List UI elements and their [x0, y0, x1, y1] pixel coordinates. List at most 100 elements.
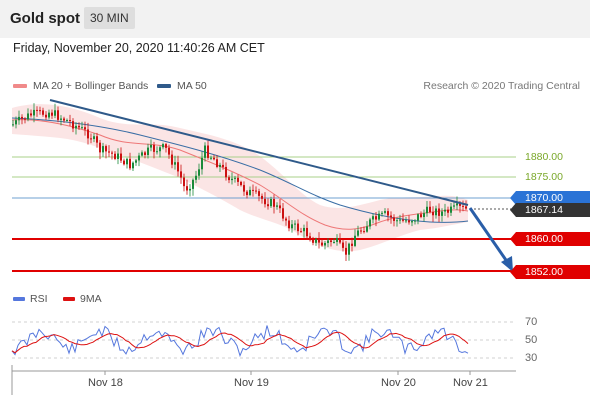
candle-body — [201, 157, 203, 170]
ma50-swatch — [157, 84, 171, 88]
candle-body — [42, 110, 44, 115]
tag-1852: 1852.00 — [510, 265, 590, 279]
candle-body — [312, 239, 314, 243]
candle-body — [90, 138, 92, 140]
candle-body — [189, 188, 191, 191]
candle-body — [246, 191, 248, 196]
candle-body — [384, 211, 386, 213]
candle-body — [258, 191, 260, 196]
candle-body — [366, 226, 368, 232]
candle-body — [54, 110, 56, 116]
candle-body — [12, 124, 14, 126]
candle-body — [408, 220, 410, 223]
tag-1860: 1860.00 — [510, 232, 590, 246]
candle-body — [348, 243, 350, 255]
candle-body — [273, 198, 275, 207]
candle-body — [69, 120, 71, 122]
candle-body — [207, 145, 209, 158]
candle-body — [387, 211, 389, 216]
trend-line — [49, 99, 469, 206]
candle-body — [414, 220, 416, 222]
candle-body — [465, 206, 467, 209]
x-label-nov19: Nov 19 — [234, 377, 269, 389]
candle-body — [291, 224, 293, 229]
ma20-swatch — [13, 84, 27, 88]
candle-body — [432, 212, 434, 216]
candle-body — [60, 118, 62, 120]
candle-body — [87, 129, 89, 139]
candle-body — [336, 238, 338, 242]
candle-body — [228, 177, 230, 181]
candle-body — [285, 218, 287, 221]
candle-body — [303, 227, 305, 232]
candle-body — [267, 204, 269, 207]
candle-body — [231, 178, 233, 181]
rsi-axis-30: 30 — [525, 352, 538, 364]
candle-body — [93, 136, 95, 139]
candle-body — [174, 162, 176, 165]
candle-body — [141, 152, 143, 156]
candle-body — [396, 220, 398, 222]
candle-body — [18, 116, 20, 121]
candle-body — [405, 220, 407, 222]
candle-body — [24, 118, 26, 120]
candle-body — [195, 175, 197, 180]
candle-body — [129, 158, 131, 169]
candle-body — [330, 240, 332, 243]
candle-body — [135, 160, 137, 163]
9ma-swatch — [63, 297, 75, 301]
candle-body — [162, 144, 164, 148]
candle-body — [288, 220, 290, 229]
candle-body — [159, 147, 161, 152]
candle-body — [261, 195, 263, 199]
candle-body — [459, 203, 461, 206]
candle-body — [282, 208, 284, 219]
candle-body — [168, 147, 170, 155]
candle-body — [357, 230, 359, 236]
candle-body — [45, 114, 47, 118]
candle-body — [48, 112, 50, 118]
candle-body — [339, 238, 341, 243]
legend-rsi: RSI — [13, 293, 48, 305]
candle-body — [75, 125, 77, 129]
credit-text: Research © 2020 Trading Central — [423, 80, 580, 92]
candle-body — [429, 206, 431, 213]
candle-body — [441, 211, 443, 216]
candle-body — [270, 198, 272, 207]
candle-body — [435, 208, 437, 216]
candle-body — [375, 216, 377, 220]
legend-9ma: 9MA — [63, 293, 102, 305]
candle-body — [318, 238, 320, 243]
candle-body — [51, 112, 53, 116]
candle-body — [399, 219, 401, 221]
candle-body — [279, 205, 281, 209]
candle-body — [354, 235, 356, 246]
candle-body — [99, 142, 101, 153]
timeframe-badge[interactable]: 30 MIN — [84, 7, 135, 29]
candle-body — [453, 205, 455, 207]
candle-body — [180, 171, 182, 178]
candle-body — [393, 217, 395, 221]
candle-body — [30, 113, 32, 116]
candle-body — [57, 110, 59, 120]
candle-body — [147, 147, 149, 155]
x-label-nov20: Nov 20 — [381, 377, 416, 389]
candle-body — [183, 177, 185, 187]
candle-body — [306, 227, 308, 237]
candle-body — [369, 219, 371, 227]
candle-body — [120, 153, 122, 161]
candle-body — [108, 151, 110, 153]
candle-body — [165, 144, 167, 148]
candle-body — [198, 169, 200, 176]
candle-body — [456, 203, 458, 206]
tag-current-price: 1867.14 — [510, 203, 590, 217]
candle-body — [378, 213, 380, 220]
candle-body — [372, 216, 374, 220]
candle-body — [360, 230, 362, 232]
candle-body — [426, 206, 428, 214]
candle-body — [315, 238, 317, 243]
candle-body — [255, 190, 257, 192]
candle-body — [411, 221, 413, 223]
candle-body — [240, 181, 242, 186]
